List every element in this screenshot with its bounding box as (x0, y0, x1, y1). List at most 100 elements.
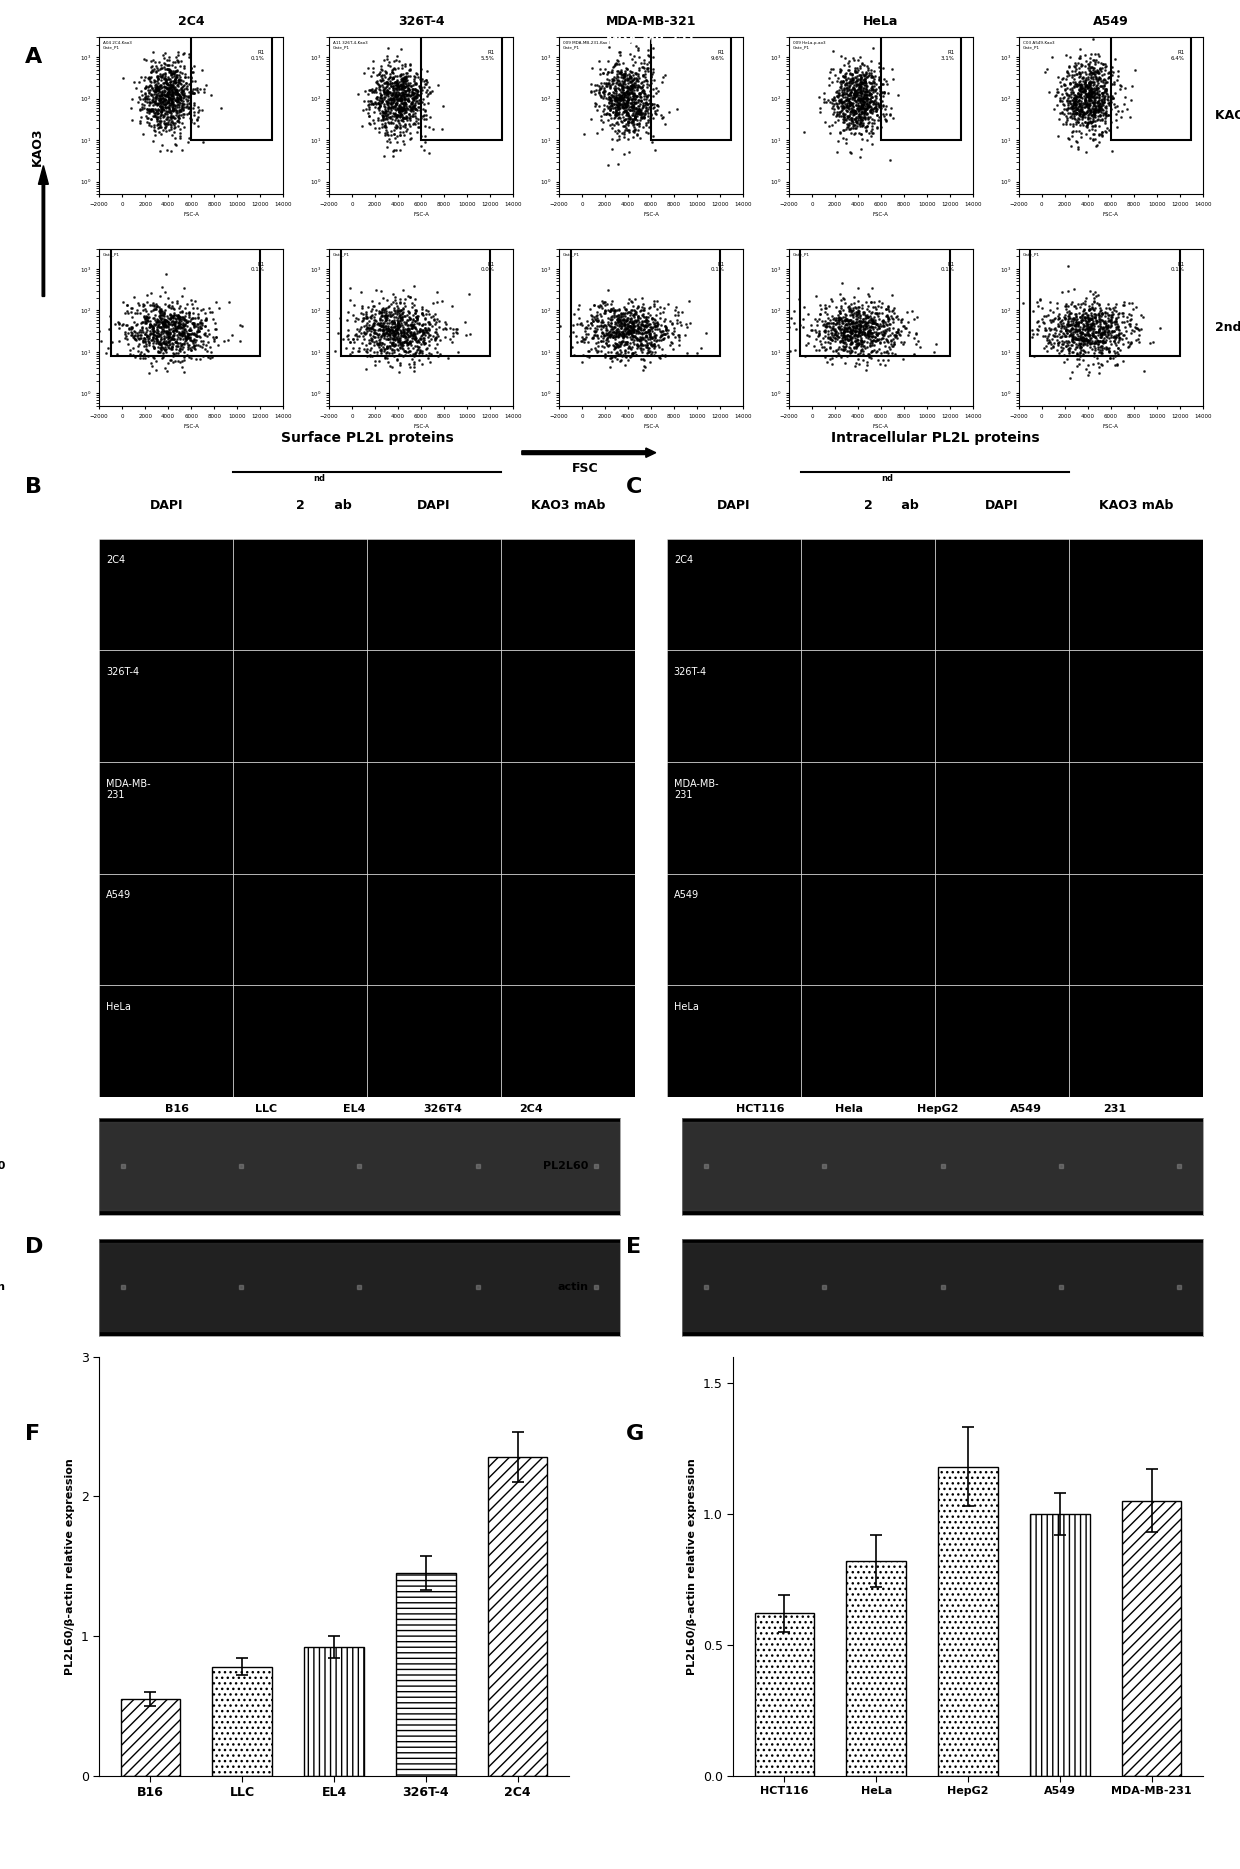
Point (399, 77, 419, 107)
Text: Gate_P1: Gate_P1 (1023, 252, 1039, 256)
Point (176, 325, 196, 355)
Point (627, 312, 647, 342)
Point (1079, 86, 1099, 116)
Point (1045, 321, 1065, 351)
Point (186, 320, 206, 350)
Point (157, 320, 177, 350)
Point (159, 321, 179, 351)
Point (620, 82, 640, 112)
Point (1075, 67, 1095, 97)
Point (1069, 73, 1089, 103)
Point (646, 299, 666, 329)
Point (201, 338, 221, 368)
Point (837, 314, 857, 344)
Point (624, 318, 644, 348)
Point (1084, 80, 1104, 110)
Point (392, 299, 412, 329)
Point (387, 71, 407, 101)
Point (1076, 71, 1096, 101)
Point (1115, 288, 1135, 318)
Point (822, 308, 842, 338)
Point (861, 95, 880, 125)
Point (588, 292, 608, 321)
Point (833, 314, 853, 344)
Point (837, 310, 857, 340)
Point (605, 99, 625, 129)
Point (156, 316, 176, 346)
Point (170, 301, 190, 331)
Point (874, 64, 894, 93)
Point (832, 267, 852, 297)
Point (1076, 78, 1096, 108)
Point (410, 95, 430, 125)
Point (151, 320, 171, 350)
Point (188, 101, 208, 131)
Point (1048, 325, 1068, 355)
Point (1049, 303, 1069, 333)
Point (1079, 49, 1099, 78)
Point (624, 307, 644, 336)
Point (647, 286, 667, 316)
Point (601, 86, 621, 116)
Point (608, 316, 627, 346)
Point (1070, 73, 1090, 103)
Point (861, 325, 880, 355)
Point (593, 310, 613, 340)
Point (627, 101, 647, 131)
Point (162, 86, 182, 116)
Point (842, 65, 862, 95)
Point (374, 301, 394, 331)
Point (402, 82, 422, 112)
Point (1075, 329, 1095, 359)
Point (1078, 80, 1097, 110)
Point (138, 321, 157, 351)
Point (847, 65, 867, 95)
Point (606, 88, 626, 118)
Point (812, 333, 832, 363)
Point (372, 108, 392, 138)
Point (854, 86, 874, 116)
Point (619, 64, 639, 93)
Point (647, 310, 667, 340)
Point (143, 86, 162, 116)
Point (392, 34, 412, 64)
Point (844, 86, 864, 116)
Point (1089, 88, 1109, 118)
Point (621, 77, 641, 107)
Point (1094, 312, 1114, 342)
Point (626, 340, 646, 370)
Point (611, 314, 631, 344)
Point (844, 80, 864, 110)
Point (382, 67, 402, 97)
Point (391, 95, 410, 125)
Point (619, 92, 639, 121)
Point (847, 108, 867, 138)
Point (869, 73, 889, 103)
Point (839, 97, 859, 127)
Point (418, 297, 438, 327)
Point (601, 336, 621, 366)
Point (1066, 82, 1086, 112)
Point (1089, 120, 1109, 150)
Point (433, 314, 453, 344)
Point (392, 99, 412, 129)
Point (162, 348, 182, 378)
Point (839, 323, 859, 353)
Point (170, 320, 190, 350)
Point (1058, 277, 1078, 307)
Point (857, 75, 877, 105)
Point (1059, 52, 1079, 82)
Point (621, 295, 641, 325)
Point (388, 335, 408, 364)
Point (618, 107, 637, 136)
Point (1084, 58, 1104, 88)
Point (619, 318, 639, 348)
Point (1120, 103, 1140, 133)
Point (650, 299, 670, 329)
Point (832, 314, 852, 344)
Point (853, 105, 873, 135)
Point (615, 65, 635, 95)
Point (839, 78, 859, 108)
Point (624, 90, 644, 120)
Point (625, 103, 645, 133)
